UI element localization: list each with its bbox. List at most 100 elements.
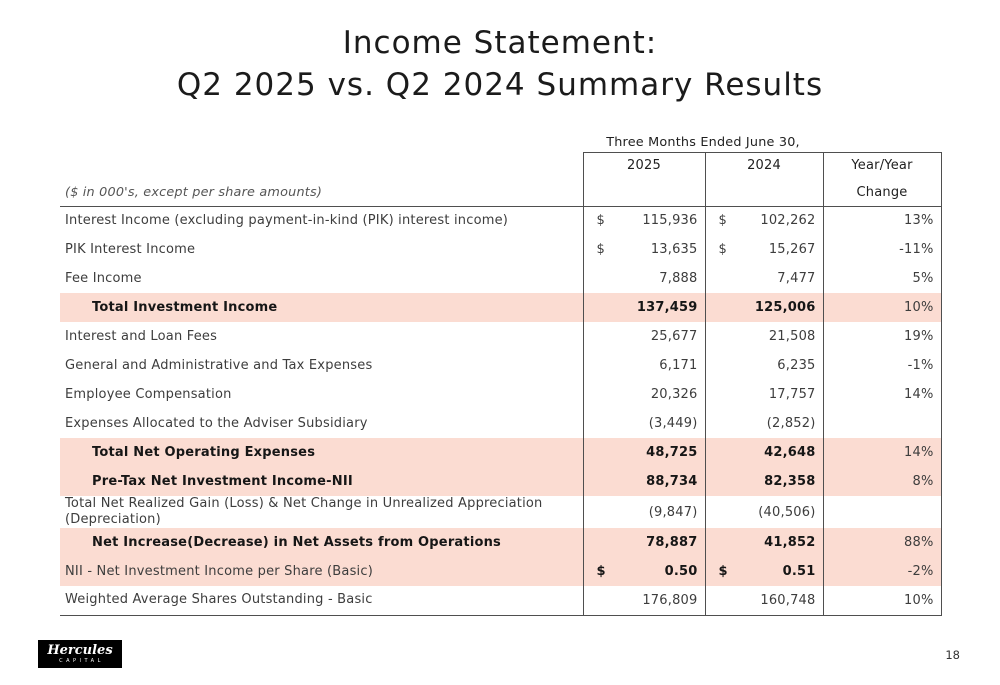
row-label: Total Net Realized Gain (Loss) & Net Cha… bbox=[65, 496, 543, 527]
amount: 17,757 bbox=[768, 387, 816, 402]
value-2025: 88,734 bbox=[582, 467, 705, 496]
row-label: Weighted Average Shares Outstanding - Ba… bbox=[60, 586, 583, 616]
value-change: 10% bbox=[822, 293, 942, 322]
dollar-sign: $ bbox=[596, 564, 606, 579]
row-label: Total Investment Income bbox=[60, 293, 583, 322]
table-row: Total Net Operating Expenses 48,725 42,648… bbox=[60, 438, 942, 467]
value-2024: $0.51 bbox=[704, 557, 824, 586]
value-change: 13% bbox=[822, 206, 942, 235]
period-header-row: Three Months Ended June 30, bbox=[60, 130, 941, 152]
value-2024: 160,748 bbox=[704, 586, 824, 616]
amount: 7,477 bbox=[777, 271, 816, 286]
units-note: ($ in 000's, except per share amounts) bbox=[60, 179, 583, 207]
amount: 160,748 bbox=[760, 592, 816, 608]
value-2024: $102,262 bbox=[704, 206, 824, 235]
value-2024: 125,006 bbox=[704, 293, 824, 322]
hercules-capital-logo: Hercules CAPITAL bbox=[38, 640, 122, 668]
value-2024: 41,852 bbox=[704, 528, 824, 557]
value-change: -2% bbox=[822, 557, 942, 586]
logo-subtext: CAPITAL bbox=[59, 657, 104, 664]
amount: 48,725 bbox=[646, 445, 698, 460]
title-line-2: Q2 2025 vs. Q2 2024 Summary Results bbox=[176, 67, 824, 103]
spacer-cell bbox=[823, 130, 941, 152]
value-change: 19% bbox=[822, 322, 942, 351]
row-label: Employee Compensation bbox=[65, 386, 232, 402]
column-header-change-line2: Change bbox=[822, 179, 942, 207]
amount: 6,171 bbox=[659, 358, 698, 373]
column-header-row: 2025 2024 Year/Year bbox=[60, 151, 942, 179]
column-header-change-line1: Year/Year bbox=[822, 151, 942, 179]
column-header-2025: 2025 bbox=[582, 151, 705, 179]
value-change: 10% bbox=[822, 586, 942, 616]
value-change: 88% bbox=[822, 528, 942, 557]
row-label: Interest and Loan Fees bbox=[65, 328, 218, 344]
value-2024: 42,648 bbox=[704, 438, 824, 467]
value-change: 14% bbox=[822, 380, 942, 409]
amount: 41,852 bbox=[764, 535, 816, 550]
row-label: Expenses Allocated to the Adviser Subsid… bbox=[65, 415, 368, 431]
row-label: Net Increase(Decrease) in Net Assets fro… bbox=[60, 528, 583, 557]
amount: 102,262 bbox=[760, 213, 816, 229]
value-2025: 137,459 bbox=[582, 293, 705, 322]
page-title: Income Statement: Q2 2025 vs. Q2 2024 Su… bbox=[0, 22, 1000, 106]
value-2025: (3,449) bbox=[582, 409, 705, 438]
row-label: Fee Income bbox=[65, 270, 142, 286]
table-row: NII - Net Investment Income per Share (B… bbox=[60, 557, 942, 586]
value-change bbox=[822, 409, 942, 438]
row-label: Pre-Tax Net Investment Income-NII bbox=[60, 467, 583, 496]
units-note-row: ($ in 000's, except per share amounts) C… bbox=[60, 179, 942, 207]
value-2025: $0.50 bbox=[582, 557, 705, 586]
table-header: Three Months Ended June 30, 2025 2024 Ye… bbox=[60, 130, 942, 207]
amount: 13,635 bbox=[650, 242, 698, 257]
table-row: Total Net Realized Gain (Loss) & Net Cha… bbox=[60, 496, 942, 528]
value-change: 5% bbox=[822, 264, 942, 293]
title-line-1: Income Statement: bbox=[342, 25, 658, 61]
value-2025: (9,847) bbox=[582, 496, 705, 528]
amount: 0.50 bbox=[664, 564, 698, 579]
table-row: PIK Interest Income $13,635 $15,267 -11% bbox=[60, 235, 942, 264]
amount: (9,847) bbox=[648, 504, 698, 520]
value-change: 8% bbox=[822, 467, 942, 496]
value-2024: 6,235 bbox=[704, 351, 824, 380]
table-row: Employee Compensation 20,326 17,757 14% bbox=[60, 380, 942, 409]
value-change: -11% bbox=[822, 235, 942, 264]
row-label: General and Administrative and Tax Expen… bbox=[65, 357, 373, 373]
table-row: Total Investment Income 137,459 125,006 10% bbox=[60, 293, 942, 322]
value-2025: 7,888 bbox=[582, 264, 705, 293]
value-change bbox=[822, 496, 942, 528]
value-2024: 7,477 bbox=[704, 264, 824, 293]
value-change: -1% bbox=[822, 351, 942, 380]
table-row: Fee Income 7,888 7,477 5% bbox=[60, 264, 942, 293]
amount: 82,358 bbox=[764, 474, 816, 489]
page-number: 18 bbox=[945, 648, 960, 662]
row-label: Total Net Operating Expenses bbox=[60, 438, 583, 467]
amount: 15,267 bbox=[768, 242, 816, 257]
amount: 137,459 bbox=[636, 300, 698, 315]
income-statement-table: Three Months Ended June 30, 2025 2024 Ye… bbox=[60, 130, 942, 616]
value-2025: $115,936 bbox=[582, 206, 705, 235]
value-2024: (2,852) bbox=[704, 409, 824, 438]
dollar-sign: $ bbox=[718, 564, 728, 579]
amount: (40,506) bbox=[758, 504, 816, 520]
value-2024: $15,267 bbox=[704, 235, 824, 264]
table-row: Expenses Allocated to the Adviser Subsid… bbox=[60, 409, 942, 438]
column-header-2024: 2024 bbox=[704, 151, 824, 179]
table-row: Pre-Tax Net Investment Income-NII 88,734 8… bbox=[60, 467, 942, 496]
value-2025: 176,809 bbox=[582, 586, 705, 616]
amount: 115,936 bbox=[642, 213, 698, 229]
amount: 7,888 bbox=[659, 271, 698, 286]
value-2025: 6,171 bbox=[582, 351, 705, 380]
dollar-sign: $ bbox=[718, 213, 727, 229]
amount: 20,326 bbox=[650, 387, 698, 402]
value-2025: $13,635 bbox=[582, 235, 705, 264]
amount: 125,006 bbox=[754, 300, 816, 315]
dollar-sign: $ bbox=[596, 213, 605, 229]
spacer-cell bbox=[582, 179, 705, 207]
table-body: Interest Income (excluding payment-in-ki… bbox=[60, 206, 942, 616]
amount: 6,235 bbox=[777, 358, 816, 373]
amount: 176,809 bbox=[642, 592, 698, 608]
dollar-sign: $ bbox=[596, 242, 605, 257]
period-header: Three Months Ended June 30, bbox=[606, 134, 800, 150]
value-2025: 20,326 bbox=[582, 380, 705, 409]
